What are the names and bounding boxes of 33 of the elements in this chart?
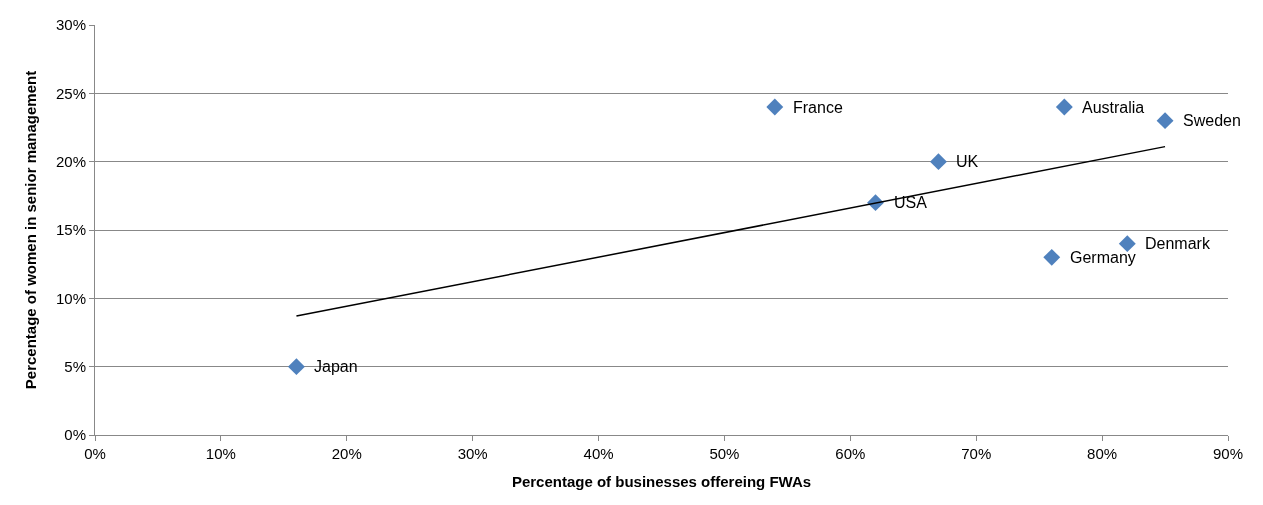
x-tick-label: 50%	[709, 445, 740, 462]
x-tick-label: 0%	[84, 445, 106, 462]
y-tick-label: 15%	[55, 221, 86, 239]
y-tick-label: 10%	[55, 289, 86, 307]
point	[1043, 248, 1061, 266]
y-tick-label: 20%	[55, 152, 86, 170]
annotation: Sweden	[1183, 112, 1241, 129]
point	[1156, 112, 1174, 130]
x-tick-label: 80%	[1087, 445, 1118, 462]
annotation: Denmark	[1145, 235, 1211, 252]
y-tick-label: 25%	[55, 84, 86, 102]
point	[287, 358, 305, 376]
annotation: Japan	[314, 358, 358, 375]
annotation: Germany	[1070, 249, 1136, 266]
y-tick-label: 30%	[55, 16, 86, 34]
point	[1055, 98, 1073, 116]
y-axis-title: Percentage of women in senior management	[22, 70, 40, 390]
x-tick-label: 70%	[961, 445, 992, 462]
x-tick-label: 10%	[205, 445, 236, 462]
point	[930, 153, 947, 171]
x-axis-title: Percentage of businesses offereing FWAs	[511, 473, 812, 490]
annotation: USA	[894, 194, 928, 211]
point	[766, 98, 784, 116]
x-tick-label: 40%	[583, 445, 614, 462]
annotation: Australia	[1082, 99, 1145, 116]
y-tick-label: 0%	[64, 426, 86, 444]
x-tick-label: 20%	[331, 445, 362, 462]
x-tick-label: 90%	[1212, 445, 1244, 462]
x-tick-label: 30%	[457, 445, 488, 462]
y-tick-label: 5%	[64, 357, 86, 375]
annotation: UK	[956, 153, 979, 170]
annotation: France	[793, 99, 843, 116]
x-tick-label: 60%	[835, 445, 866, 462]
